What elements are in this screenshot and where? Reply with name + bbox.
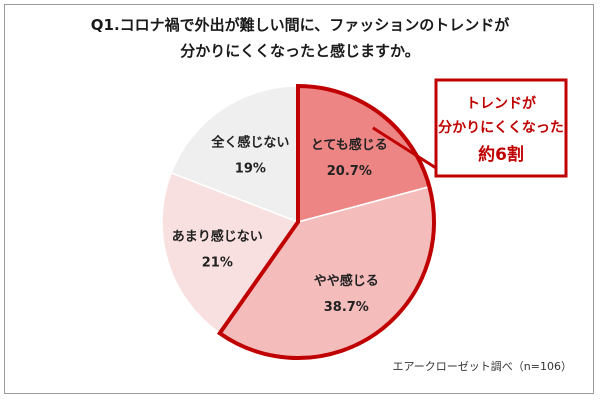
pie-slice-4 xyxy=(170,85,299,224)
highlight-outline xyxy=(216,83,436,360)
slice-label-1: とても感じる xyxy=(311,137,388,153)
source-note: エアークローゼット調べ（n=106） xyxy=(392,360,572,373)
callout-text-3: 約6割 xyxy=(478,144,524,165)
slice-label-4: 全く感じない xyxy=(210,134,289,150)
chart-title-line-2: 分かりにくくなったと感じますか。 xyxy=(180,42,420,60)
slice-value-1: 20.7% xyxy=(327,164,372,179)
slice-value-2: 38.7% xyxy=(324,300,369,315)
pie-slice-labels: とても感じる 20.7% やや感じる 38.7% あまり感じない 21% 全く感じない 19% xyxy=(172,134,388,315)
pie-slice-3 xyxy=(161,171,300,335)
callout-text-1: トレンドが xyxy=(466,95,537,112)
callout-text-2: 分かりにくくなった xyxy=(438,120,564,136)
slice-value-4: 19% xyxy=(235,161,266,176)
slice-value-3: 21% xyxy=(202,255,233,270)
slice-label-2: やや感じる xyxy=(314,273,379,289)
callout-box xyxy=(434,78,568,178)
pie-slices xyxy=(161,85,435,359)
slice-label-3: あまり感じない xyxy=(172,228,263,244)
chart-title-line-1: Q1.コロナ禍で外出が難しい間に、ファッションのトレンドが xyxy=(90,16,510,34)
callout-connector xyxy=(372,126,437,170)
